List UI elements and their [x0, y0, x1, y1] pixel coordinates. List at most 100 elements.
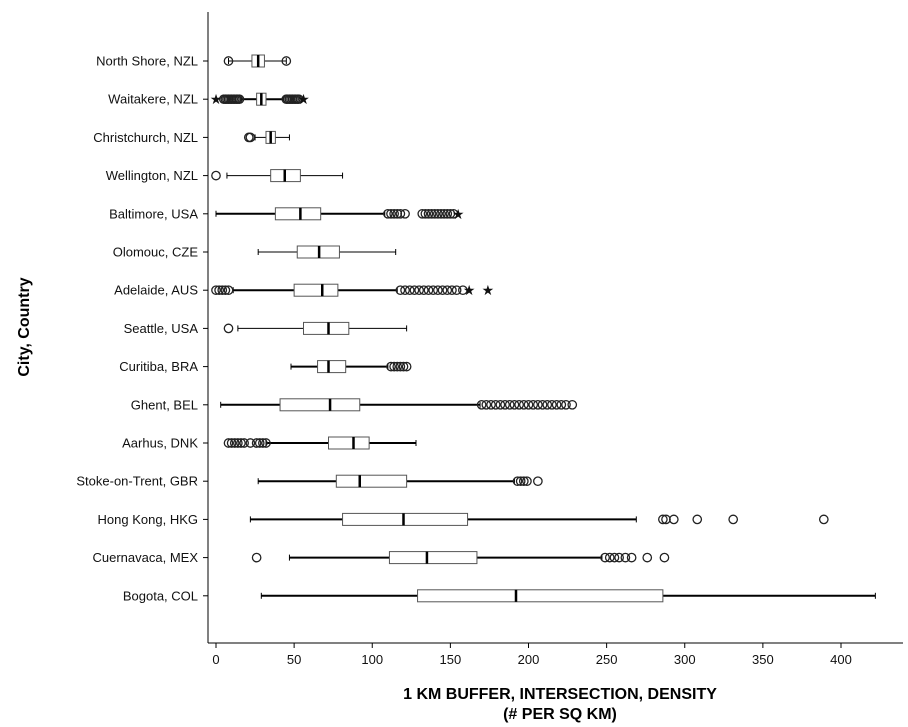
- x-axis-title-line1: 1 KM BUFFER, INTERSECTION, DENSITY: [403, 686, 717, 703]
- outlier-point: [481, 399, 492, 410]
- iqr-box: [417, 589, 664, 603]
- outlier-point: [389, 361, 399, 372]
- city-label: Cuernavaca, MEX: [93, 550, 199, 565]
- x-tick-label: 0: [212, 652, 219, 667]
- iqr-box: [279, 398, 361, 412]
- outlier-point: [383, 208, 393, 219]
- outlier-point: [392, 361, 403, 372]
- outlier-point: [217, 285, 228, 296]
- outlier-point: [428, 285, 439, 296]
- box-row: [251, 551, 670, 565]
- outlier-point: [659, 552, 670, 563]
- iqr-box: [342, 512, 469, 526]
- box-row: [223, 54, 292, 68]
- outlier-point: [668, 514, 679, 525]
- outlier-point: [458, 285, 468, 296]
- outlier-point: [533, 399, 543, 410]
- outlier-point: [437, 285, 448, 296]
- outlier-point: [229, 438, 240, 448]
- outlier-point: [404, 285, 415, 296]
- x-tick-label: 200: [518, 652, 540, 667]
- x-tick-label: 350: [752, 652, 774, 667]
- city-label: Waitakere, NZL: [108, 92, 198, 107]
- box-row: [220, 398, 578, 412]
- city-label: Seattle, USA: [124, 321, 199, 336]
- x-tick-label: 100: [361, 652, 383, 667]
- extreme-point: ★: [463, 283, 476, 299]
- outlier-point: [620, 552, 631, 563]
- plot-area: ★ ★ ★ ★ ★: [210, 54, 876, 603]
- outlier-point: [547, 399, 557, 410]
- outlier-point: [245, 438, 256, 448]
- outlier-point: [561, 399, 571, 410]
- city-label: Curitiba, BRA: [119, 359, 198, 374]
- outlier-point: [423, 208, 434, 219]
- box-row: [249, 512, 829, 526]
- iqr-box: [317, 360, 347, 374]
- outlier-point: [436, 208, 446, 219]
- outlier-point: [234, 94, 245, 105]
- outlier-point: [429, 208, 440, 219]
- extreme-point: ★: [482, 283, 495, 299]
- outlier-point: [223, 56, 234, 66]
- outlier-point: [518, 399, 529, 410]
- x-tick-label: 250: [596, 652, 618, 667]
- outlier-point: [442, 208, 453, 219]
- outlier-point: [447, 285, 457, 296]
- outlier-point: [542, 399, 553, 410]
- box-row: [243, 130, 290, 144]
- extreme-point: ★: [297, 92, 310, 108]
- city-label: Olomouc, CZE: [113, 245, 199, 260]
- outlier-point: [476, 399, 487, 410]
- y-axis-title: City, Country: [16, 277, 33, 376]
- outlier-point: [245, 132, 256, 143]
- outlier-point: [258, 438, 268, 448]
- iqr-box: [293, 283, 339, 297]
- outlier-point: [522, 476, 532, 487]
- outlier-point: [642, 552, 653, 563]
- box-row: ★: [215, 207, 465, 223]
- outlier-point: [386, 208, 396, 219]
- outlier-point: [604, 552, 615, 563]
- outlier-point: [439, 208, 449, 219]
- outlier-point: [223, 285, 234, 296]
- iqr-box: [328, 436, 370, 450]
- city-label: Stoke-on-Trent, GBR: [76, 474, 198, 489]
- box-row: [223, 436, 417, 450]
- city-label: Hong Kong, HKG: [98, 512, 198, 527]
- outlier-point: [509, 399, 520, 410]
- city-label: Aarhus, DNK: [122, 436, 198, 451]
- y-axis-category-labels: North Shore, NZL Waitakere, NZL Christchur…: [76, 54, 208, 603]
- iqr-box: [335, 474, 408, 488]
- extreme-point: ★: [210, 92, 223, 108]
- x-axis-title-line2: (# PER SQ KM): [503, 706, 617, 723]
- outlier-point: [500, 399, 510, 410]
- iqr-box: [388, 551, 478, 565]
- outlier-point: [261, 438, 271, 448]
- extreme-point: ★: [452, 207, 465, 223]
- outlier-point: [211, 285, 221, 296]
- outlier-point: [251, 552, 262, 563]
- outlier-point: [395, 285, 406, 296]
- outlier-point: [556, 399, 567, 410]
- outlier-point: [537, 399, 548, 410]
- outlier-point: [626, 552, 637, 563]
- outlier-point: [236, 438, 246, 448]
- city-label: North Shore, NZL: [96, 54, 198, 69]
- outlier-point: [433, 285, 443, 296]
- outlier-point: [692, 514, 703, 525]
- city-label: Adelaide, AUS: [114, 283, 198, 298]
- outlier-point: [609, 552, 620, 563]
- outlier-point: [220, 285, 231, 296]
- outlier-point: [495, 399, 506, 410]
- outlier-point: [512, 476, 523, 487]
- outlier-point: [600, 552, 610, 563]
- outlier-point: [658, 514, 668, 525]
- outlier-point: [442, 285, 453, 296]
- outlier-point: [233, 438, 243, 448]
- outlier-point: [400, 285, 410, 296]
- outlier-point: [223, 323, 234, 334]
- box-row: [223, 321, 408, 335]
- box-row: [211, 169, 344, 183]
